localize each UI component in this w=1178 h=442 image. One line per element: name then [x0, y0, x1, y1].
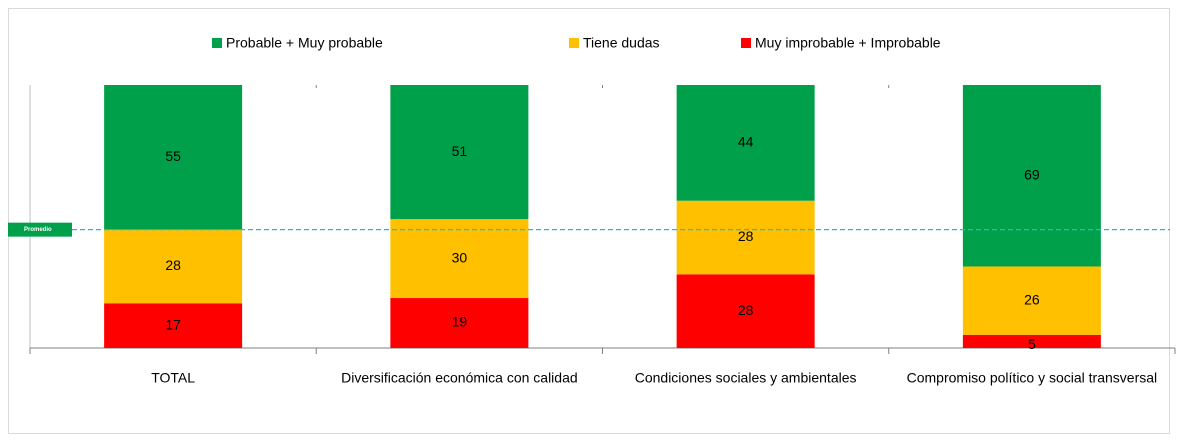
bar-segment — [390, 219, 529, 299]
data-label: 51 — [452, 143, 468, 159]
data-label: 28 — [738, 228, 754, 244]
bar-segment — [962, 266, 1101, 335]
reference-label: Promedio — [24, 227, 52, 233]
x-tick-label: Condiciones sociales y ambientales — [635, 370, 857, 386]
bar-segment — [104, 229, 243, 304]
x-tick-label: Diversificación económica con calidad — [341, 370, 578, 386]
data-label: 26 — [1024, 291, 1040, 307]
data-label: 28 — [738, 302, 754, 318]
legend-swatch — [741, 38, 751, 48]
data-label: 69 — [1024, 166, 1040, 182]
legend-swatch — [212, 38, 222, 48]
bar-segment — [676, 200, 815, 275]
data-label: 17 — [165, 316, 181, 332]
bar-segment — [962, 85, 1101, 267]
x-tick-label: Compromiso político y social transversal — [907, 370, 1158, 386]
x-tick-label: TOTAL — [151, 370, 195, 386]
legend-swatch — [569, 38, 579, 48]
bar-segment — [390, 85, 529, 220]
legend-label: Tiene dudas — [583, 35, 660, 51]
bar-segment — [390, 298, 529, 348]
data-label: 55 — [165, 148, 181, 164]
legend-label: Probable + Muy probable — [226, 35, 383, 51]
data-label: 19 — [452, 314, 468, 330]
bar-segment — [962, 334, 1101, 348]
bar-segment — [104, 303, 243, 348]
data-label: 5 — [1028, 336, 1036, 352]
bar-segment — [104, 85, 243, 230]
data-label: 28 — [165, 257, 181, 273]
legend-label: Muy improbable + Improbable — [755, 35, 941, 51]
reference-badge — [8, 222, 72, 237]
bar-segment — [676, 274, 815, 348]
bar-segment — [676, 85, 815, 201]
data-label: 30 — [452, 249, 468, 265]
data-label: 44 — [738, 134, 754, 150]
